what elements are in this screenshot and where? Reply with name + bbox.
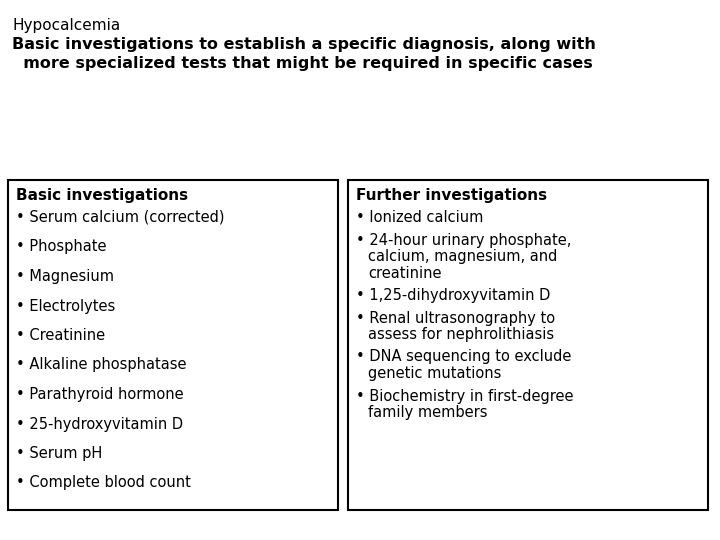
- Text: Basic investigations to establish a specific diagnosis, along with
  more specia: Basic investigations to establish a spec…: [12, 37, 596, 71]
- Text: calcium, magnesium, and: calcium, magnesium, and: [368, 249, 557, 264]
- Text: Basic investigations: Basic investigations: [16, 188, 188, 203]
- Text: • Magnesium: • Magnesium: [16, 269, 114, 284]
- Text: • 25-hydroxyvitamin D: • 25-hydroxyvitamin D: [16, 416, 183, 431]
- Text: • 1,25-dihydroxyvitamin D: • 1,25-dihydroxyvitamin D: [356, 288, 550, 303]
- Bar: [8, 180, 338, 510]
- Text: • Phosphate: • Phosphate: [16, 240, 107, 254]
- Text: • Electrolytes: • Electrolytes: [16, 299, 115, 314]
- Text: assess for nephrolithiasis: assess for nephrolithiasis: [368, 327, 554, 342]
- Text: genetic mutations: genetic mutations: [368, 366, 501, 381]
- Text: • Alkaline phosphatase: • Alkaline phosphatase: [16, 357, 186, 373]
- Bar: [348, 180, 708, 510]
- Text: • Complete blood count: • Complete blood count: [16, 476, 191, 490]
- Text: • Creatinine: • Creatinine: [16, 328, 105, 343]
- Text: • Biochemistry in first-degree: • Biochemistry in first-degree: [356, 388, 574, 403]
- Text: • Parathyroid hormone: • Parathyroid hormone: [16, 387, 184, 402]
- Text: family members: family members: [368, 405, 487, 420]
- Text: creatinine: creatinine: [368, 266, 441, 280]
- Text: • DNA sequencing to exclude: • DNA sequencing to exclude: [356, 349, 572, 364]
- Text: • Renal ultrasonography to: • Renal ultrasonography to: [356, 310, 555, 326]
- Text: Further investigations: Further investigations: [356, 188, 547, 203]
- Text: • Serum calcium (corrected): • Serum calcium (corrected): [16, 210, 225, 225]
- Text: • Ionized calcium: • Ionized calcium: [356, 210, 483, 225]
- Text: • Serum pH: • Serum pH: [16, 446, 102, 461]
- Text: Hypocalcemia: Hypocalcemia: [12, 18, 120, 33]
- Text: • 24-hour urinary phosphate,: • 24-hour urinary phosphate,: [356, 233, 572, 247]
